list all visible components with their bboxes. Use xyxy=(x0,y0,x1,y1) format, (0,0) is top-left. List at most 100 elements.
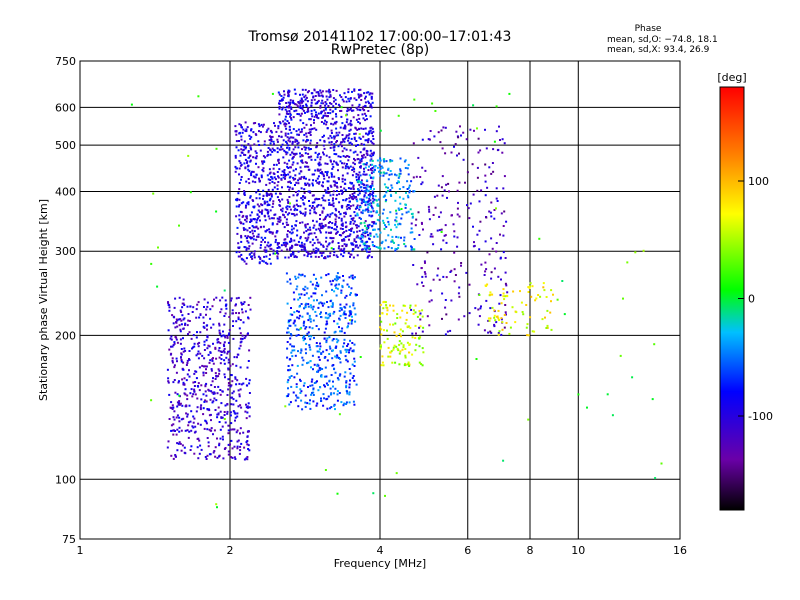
data-point xyxy=(243,140,246,143)
data-point xyxy=(351,249,354,252)
data-point xyxy=(181,302,184,305)
data-point xyxy=(318,241,321,244)
data-point xyxy=(195,354,198,357)
data-point xyxy=(268,230,271,233)
data-point xyxy=(281,207,284,210)
data-point xyxy=(320,222,323,225)
data-point xyxy=(258,180,261,183)
data-point xyxy=(319,139,322,142)
data-point xyxy=(207,353,210,356)
data-point xyxy=(303,231,305,234)
data-point xyxy=(362,173,365,176)
data-point xyxy=(316,153,319,156)
data-point xyxy=(311,201,314,204)
data-point xyxy=(334,355,337,358)
data-point xyxy=(393,241,395,244)
data-point xyxy=(291,187,294,190)
data-point xyxy=(286,142,289,145)
data-point xyxy=(335,356,338,359)
data-point xyxy=(323,356,326,359)
data-point xyxy=(328,88,331,91)
data-point xyxy=(351,276,354,279)
data-point xyxy=(458,286,461,289)
data-point xyxy=(406,194,409,197)
data-point xyxy=(270,175,273,178)
data-point xyxy=(239,164,242,167)
data-point xyxy=(347,322,350,325)
data-point xyxy=(311,173,314,176)
data-point xyxy=(407,361,410,364)
data-point xyxy=(326,301,328,303)
data-point xyxy=(371,159,374,162)
data-point xyxy=(463,315,466,318)
data-point xyxy=(327,273,330,276)
data-point xyxy=(351,169,354,171)
data-point xyxy=(441,292,444,295)
data-point xyxy=(387,223,390,226)
data-point xyxy=(339,373,342,376)
data-point xyxy=(234,304,237,307)
data-point xyxy=(300,348,303,351)
data-point xyxy=(214,347,217,350)
data-point xyxy=(419,336,422,339)
data-point xyxy=(181,404,184,407)
data-point xyxy=(307,297,310,300)
data-point xyxy=(188,404,191,407)
data-point xyxy=(311,92,314,95)
data-point xyxy=(394,219,397,222)
data-point xyxy=(348,383,351,386)
data-point xyxy=(314,255,317,258)
data-point xyxy=(243,228,245,231)
data-point xyxy=(260,212,263,215)
data-point xyxy=(392,348,395,351)
data-point xyxy=(500,302,503,305)
data-point xyxy=(330,406,333,409)
data-point xyxy=(488,253,491,256)
data-point xyxy=(341,327,344,330)
data-point xyxy=(276,243,279,246)
data-point xyxy=(349,379,351,382)
data-point xyxy=(343,92,346,95)
data-point xyxy=(197,301,200,304)
data-point xyxy=(335,287,338,289)
data-point xyxy=(310,124,312,127)
data-point xyxy=(313,115,316,118)
data-point xyxy=(411,216,414,219)
data-point xyxy=(396,317,399,319)
data-point xyxy=(376,159,379,162)
data-point xyxy=(343,147,346,150)
data-point xyxy=(488,210,491,213)
data-point xyxy=(354,126,357,129)
data-point xyxy=(246,405,249,408)
data-point xyxy=(201,364,204,367)
data-point xyxy=(316,181,319,184)
data-point xyxy=(325,191,328,194)
data-point xyxy=(284,175,287,178)
data-point xyxy=(238,167,241,170)
data-point xyxy=(328,226,331,229)
data-point xyxy=(400,342,403,345)
data-point xyxy=(370,186,372,189)
data-point xyxy=(489,293,492,296)
data-point xyxy=(370,256,373,259)
data-point xyxy=(369,159,372,162)
data-point xyxy=(291,140,294,143)
data-point xyxy=(303,214,306,217)
data-point xyxy=(300,112,303,115)
data-point xyxy=(328,202,331,205)
data-point xyxy=(308,156,311,159)
data-point xyxy=(178,394,181,397)
data-point xyxy=(333,290,336,293)
data-point xyxy=(386,189,389,192)
data-point xyxy=(331,288,333,291)
data-point xyxy=(338,201,341,204)
data-point xyxy=(242,128,245,131)
data-point xyxy=(302,324,305,327)
data-point xyxy=(466,171,469,174)
data-point xyxy=(264,246,267,249)
data-point xyxy=(289,113,292,116)
data-point xyxy=(345,380,348,383)
data-point xyxy=(258,205,261,208)
data-point xyxy=(368,223,371,226)
data-point xyxy=(397,223,399,226)
